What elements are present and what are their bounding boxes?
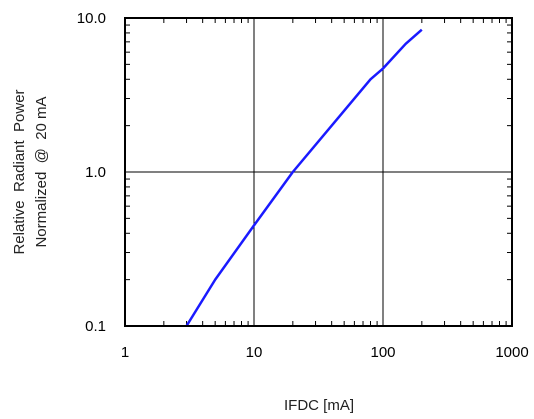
- y-tick-label: 10.0: [77, 10, 106, 27]
- x-tick-labels: 1 10 100 1000: [121, 344, 529, 361]
- y-axis-title-line1: Relative Radiant Power: [11, 89, 28, 254]
- y-tick-labels: 0.1 1.0 10.0: [77, 10, 106, 335]
- y-axis-title-line2: Normalized @ 20 mA: [33, 96, 50, 247]
- y-tick-label: 1.0: [85, 164, 106, 181]
- plot-frame: [124, 17, 513, 327]
- series-line: [185, 28, 423, 327]
- x-tick-label: 10: [246, 344, 263, 361]
- x-axis-title: IFDC [mA]: [284, 397, 354, 414]
- x-tick-label: 1: [121, 344, 129, 361]
- x-tick-label: 100: [370, 344, 395, 361]
- x-tick-label: 1000: [495, 344, 528, 361]
- y-tick-label: 0.1: [85, 318, 106, 335]
